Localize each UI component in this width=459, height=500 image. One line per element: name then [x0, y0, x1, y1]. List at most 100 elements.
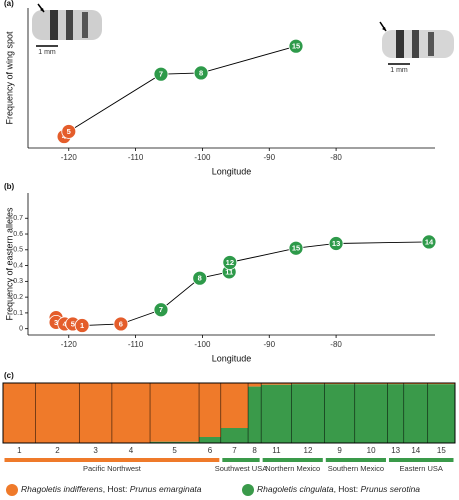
point-label: 11	[225, 267, 233, 276]
y-tick-label: 0	[19, 326, 23, 333]
ancestry-bar	[199, 437, 222, 443]
population-label: 13	[391, 446, 400, 455]
population-label: 12	[304, 446, 313, 455]
ancestry-bar	[3, 383, 36, 443]
population-label: 9	[337, 446, 342, 455]
scale-label: 1 mm	[38, 49, 56, 56]
point-label: 15	[292, 244, 300, 253]
point	[288, 240, 304, 256]
x-tick-label: -90	[263, 153, 275, 162]
population-label: 14	[411, 446, 420, 455]
ancestry-bar	[427, 383, 456, 385]
point-label: 5	[71, 319, 75, 328]
point	[222, 255, 238, 270]
point	[61, 124, 77, 139]
point-label: 3	[54, 318, 58, 327]
point-label: 1	[80, 321, 84, 330]
ancestry-bar	[150, 441, 200, 443]
ancestry-bar	[403, 383, 429, 385]
legend-entry: Rhagoletis indifferens, Host: Prunus ema…	[21, 484, 202, 494]
panel-label: (b)	[4, 182, 15, 191]
x-tick-label: -110	[128, 153, 144, 162]
x-tick-label: -100	[194, 340, 211, 349]
point	[421, 234, 437, 250]
group-label: Northern Mexico	[265, 464, 320, 473]
point	[153, 66, 169, 82]
y-axis-label: Frequency of wing spot	[4, 31, 14, 125]
population-label: 6	[208, 446, 213, 455]
ancestry-bar	[291, 383, 325, 385]
x-tick-label: -80	[330, 153, 342, 162]
point	[113, 316, 129, 332]
legend-host-prefix: , Host:	[103, 484, 130, 494]
legend-host: Prunus serotina	[361, 484, 421, 494]
group-bar	[4, 458, 220, 462]
ancestry-bar	[220, 428, 249, 443]
y-tick-label: 0.2	[13, 294, 23, 301]
panel-label: (a)	[4, 0, 14, 8]
scale-label: 1 mm	[390, 67, 408, 74]
point-label: 7	[159, 70, 163, 79]
ancestry-bar	[261, 384, 292, 443]
ancestry-bar	[324, 383, 356, 385]
group-bar	[325, 458, 386, 462]
y-tick-label: 0.3	[13, 278, 23, 285]
point-label: 4	[63, 319, 68, 328]
legend-species: Rhagoletis indifferens	[21, 484, 103, 494]
y-tick-label: 0.5	[13, 247, 23, 254]
population-label: 10	[367, 446, 376, 455]
point	[74, 318, 90, 333]
ancestry-bar	[387, 383, 405, 385]
point-label: 6	[119, 319, 123, 328]
ancestry-bar	[403, 384, 429, 443]
line	[63, 45, 297, 137]
point	[288, 38, 304, 54]
legend-marker	[242, 484, 254, 496]
ancestry-bar	[220, 383, 249, 428]
ancestry-bar	[387, 384, 405, 443]
point	[328, 236, 344, 251]
group-label: Southwest USA	[215, 464, 268, 473]
point-label: 5	[67, 127, 71, 136]
group-bar	[222, 458, 260, 462]
y-tick-label: 0.7	[13, 215, 23, 222]
point	[153, 302, 169, 318]
ancestry-bar	[150, 383, 200, 442]
x-axis-label: Longitude	[212, 353, 252, 363]
point-label: 12	[226, 258, 234, 267]
ancestry-bar	[291, 384, 325, 443]
ancestry-bar	[199, 383, 222, 437]
line	[55, 241, 429, 326]
group-label: Southern Mexico	[328, 464, 384, 473]
population-label: 5	[172, 446, 177, 455]
wing-image-left	[32, 3, 102, 47]
group-bar	[388, 458, 454, 462]
y-tick-label: 0.4	[13, 262, 23, 269]
group-label: Eastern USA	[400, 464, 443, 473]
x-tick-label: -100	[194, 153, 211, 162]
point-label: 13	[332, 239, 340, 248]
point-label: 15	[292, 42, 300, 51]
population-label: 4	[129, 446, 134, 455]
frame	[2, 382, 456, 444]
point	[193, 65, 209, 81]
point	[192, 270, 208, 286]
x-tick-label: -90	[263, 340, 275, 349]
x-tick-label: -120	[61, 340, 78, 349]
population-label: 15	[437, 446, 446, 455]
point-label: 8	[198, 274, 202, 283]
ancestry-bar	[111, 383, 151, 443]
panel-label: (c)	[4, 371, 14, 380]
y-tick-label: 0.6	[13, 231, 23, 238]
point-label: 8	[199, 68, 203, 77]
ancestry-bar	[79, 383, 113, 443]
legend-marker	[6, 484, 18, 496]
wing-image-right	[379, 21, 454, 65]
x-tick-label: -110	[128, 340, 144, 349]
ancestry-bar	[248, 383, 262, 387]
point-label: 7	[159, 305, 163, 314]
legend-entry: Rhagoletis cingulata, Host: Prunus serot…	[257, 484, 420, 494]
legend-host: Prunus emarginata	[130, 484, 202, 494]
population-label: 7	[232, 446, 237, 455]
